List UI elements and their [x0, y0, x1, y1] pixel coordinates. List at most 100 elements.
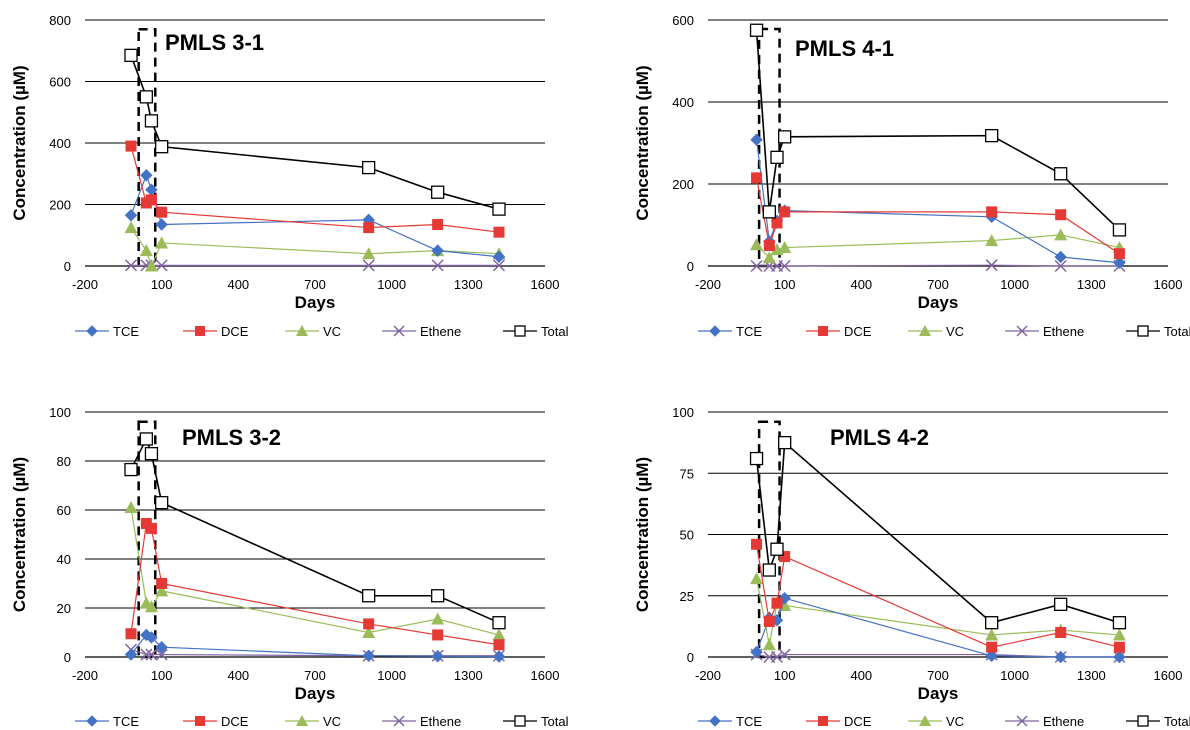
legend-label: VC — [946, 714, 964, 729]
data-point-total — [139, 90, 153, 104]
legend-marker-dce-icon — [195, 326, 205, 336]
data-point-dce — [1055, 209, 1067, 221]
chart-panel-4: 0 25 50 75 100 -200 100 400 700 1000 1300 1600 Days C… — [633, 405, 1190, 729]
data-point-tce — [1113, 650, 1126, 664]
data-point-total — [1112, 223, 1127, 237]
data-point-dce — [779, 206, 791, 218]
legend-label: Total — [1164, 714, 1190, 729]
legend-label: VC — [946, 324, 964, 339]
data-point-dce — [145, 522, 157, 534]
x-tick-label: 1600 — [1154, 668, 1183, 683]
data-point-dce — [156, 206, 168, 218]
legend: TCE DCE VC Ethene Total — [698, 714, 1190, 729]
series-line-vc — [130, 227, 500, 268]
x-tick-label: 700 — [304, 668, 326, 683]
x-tick-label: 400 — [850, 277, 872, 292]
data-point-total — [749, 23, 764, 37]
legend-marker-dce-icon — [818, 326, 828, 336]
x-tick-label: 1000 — [1000, 277, 1029, 292]
data-point-ethene — [155, 259, 168, 272]
data-point-dce — [432, 629, 444, 641]
legend-label: Ethene — [1043, 714, 1084, 729]
x-axis-title: Days — [295, 293, 336, 312]
data-point-vc — [985, 234, 999, 247]
legend-marker-dce-icon — [818, 716, 828, 726]
y-tick-label: 600 — [49, 75, 71, 90]
series-line-tce — [755, 139, 1120, 264]
y-axis-title: Concentration (µM) — [10, 457, 29, 612]
data-point-tce — [124, 648, 138, 661]
data-point-dce — [432, 218, 444, 230]
series-line-dce — [130, 522, 500, 646]
panel-title: PMLS 4-2 — [830, 425, 929, 450]
legend-marker-vc-icon — [296, 325, 308, 336]
data-point-vc — [144, 259, 158, 272]
dashed-highlight-box — [137, 420, 157, 659]
y-tick-label: 50 — [680, 528, 694, 543]
x-tick-label: 100 — [151, 277, 173, 292]
legend-label: VC — [323, 324, 341, 339]
x-axis-title: Days — [918, 293, 959, 312]
data-point-vc — [144, 600, 158, 613]
data-point-dce — [125, 628, 137, 640]
data-point-total — [124, 48, 138, 63]
data-point-total — [155, 495, 169, 510]
legend-marker-ethene-icon — [393, 715, 405, 727]
legend-marker-dce-icon — [195, 716, 205, 726]
legend-marker-total-icon — [1137, 715, 1149, 727]
y-tick-label: 40 — [57, 552, 71, 567]
x-tick-label: 1600 — [531, 668, 560, 683]
dashed-highlight-box — [137, 27, 157, 268]
legend-marker-total-icon — [514, 715, 526, 727]
chart-panel-2: 0 200 400 600 -200 100 400 700 1000 1300 1600 Days C… — [633, 13, 1190, 339]
y-tick-label: 60 — [57, 503, 71, 518]
x-tick-label: 1300 — [454, 277, 483, 292]
y-tick-label: 100 — [672, 405, 694, 420]
legend-label: DCE — [221, 714, 249, 729]
legend-label: TCE — [736, 324, 762, 339]
data-point-total — [362, 160, 376, 175]
y-tick-label: 800 — [49, 13, 71, 28]
x-tick-label: -200 — [72, 668, 98, 683]
y-tick-label: 20 — [57, 601, 71, 616]
legend-label: VC — [323, 714, 341, 729]
data-point-ethene — [750, 259, 763, 273]
data-point-tce — [362, 649, 375, 662]
data-point-dce — [779, 551, 791, 563]
data-point-dce — [763, 615, 775, 627]
legend: TCE DCE VC Ethene Total — [698, 324, 1190, 339]
data-point-ethene — [985, 259, 998, 272]
legend-marker-vc-icon — [919, 325, 931, 336]
data-point-dce — [751, 538, 763, 550]
series-line-tce — [130, 634, 500, 658]
y-tick-label: 400 — [672, 95, 694, 110]
data-point-dce — [156, 578, 168, 589]
y-tick-label: 0 — [687, 259, 694, 274]
data-point-total — [770, 150, 784, 165]
data-point-dce — [1113, 641, 1125, 653]
data-point-ethene — [155, 648, 168, 661]
data-point-tce — [492, 650, 506, 663]
data-point-tce — [431, 244, 444, 257]
y-tick-label: 0 — [64, 650, 71, 665]
data-point-dce — [771, 597, 783, 609]
x-tick-label: 1300 — [1077, 277, 1106, 292]
y-tick-label: 100 — [49, 405, 71, 420]
y-tick-label: 200 — [49, 198, 71, 213]
data-point-dce — [125, 140, 137, 152]
x-tick-label: 1000 — [1000, 668, 1029, 683]
legend-label: Ethene — [420, 714, 461, 729]
data-point-vc — [1054, 228, 1068, 241]
data-point-tce — [155, 218, 168, 231]
legend-label: DCE — [221, 324, 249, 339]
legend-marker-total-icon — [1137, 325, 1149, 337]
data-point-vc — [362, 626, 376, 638]
data-point-dce — [763, 240, 775, 251]
data-point-total — [1054, 597, 1068, 611]
y-axis-title: Concentration (µM) — [633, 65, 652, 220]
data-point-tce — [1054, 650, 1067, 664]
data-point-vc — [124, 501, 138, 514]
data-point-vc — [750, 572, 764, 585]
data-point-ethene — [778, 648, 791, 661]
y-tick-label: 25 — [680, 589, 694, 604]
